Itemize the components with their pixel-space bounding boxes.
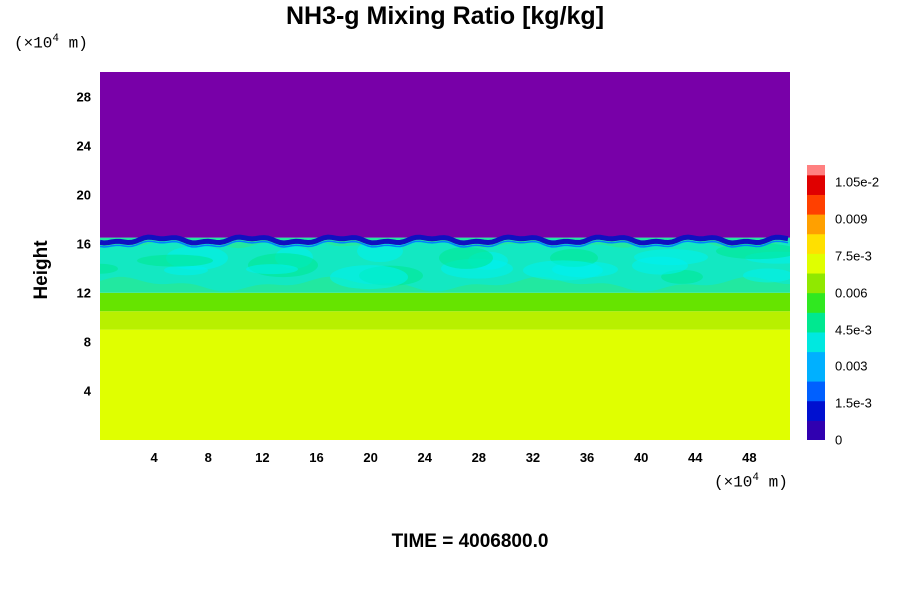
inversion-edge — [100, 234, 789, 246]
colorbar-swatch — [807, 204, 825, 215]
colorbar-tick-label: 0.003 — [835, 358, 868, 374]
x-axis-unit: (×104 m) — [714, 472, 788, 492]
colorbar-swatch — [807, 390, 825, 402]
colorbar-swatch — [807, 312, 825, 323]
colorbar — [807, 165, 825, 441]
colorbar-tick-label: 0 — [835, 432, 843, 448]
turbulent-patch — [632, 256, 688, 275]
colorbar-swatch — [807, 430, 825, 441]
colorbar-swatch — [807, 214, 825, 225]
x-tick-label: 20 — [363, 450, 378, 465]
colorbar-swatch — [807, 243, 825, 254]
colorbar-tick-label: 0.006 — [835, 285, 868, 301]
y-tick-label: 24 — [76, 138, 91, 154]
turbulent-patch — [100, 263, 118, 274]
y-axis-label: Height — [31, 240, 52, 300]
turbulent-patch — [137, 254, 213, 267]
colorbar-gradient — [807, 165, 825, 441]
x-tick-label: 4 — [150, 450, 158, 465]
field-layer — [100, 292, 790, 312]
colorbar-swatch — [807, 351, 825, 362]
colorbar-swatch — [807, 174, 825, 186]
heatmap-field — [100, 72, 790, 440]
inversion-edge-inner — [100, 240, 789, 248]
field-layer — [100, 329, 790, 440]
colorbar-swatch — [807, 410, 825, 421]
y-tick-label: 28 — [76, 89, 91, 105]
colorbar-swatch — [807, 400, 825, 412]
heatmap-plot-area — [100, 72, 790, 440]
turbulent-patch — [330, 265, 408, 290]
x-tick-label: 48 — [742, 450, 757, 465]
colorbar-tick-label: 1.5e-3 — [835, 395, 872, 411]
x-tick-label: 44 — [688, 450, 703, 465]
colorbar-swatch — [807, 322, 825, 333]
x-tick-label: 12 — [255, 450, 270, 465]
x-tick-label: 24 — [417, 450, 432, 465]
colorbar-swatch — [807, 292, 825, 303]
turbulent-patch — [439, 246, 493, 269]
x-tick-label: 28 — [471, 450, 487, 465]
colorbar-swatch — [807, 331, 825, 343]
y-axis-unit: (×104 m) — [14, 33, 88, 53]
colorbar-swatch — [807, 381, 825, 392]
turbulent-patch — [523, 260, 603, 281]
field-layer — [100, 311, 790, 330]
colorbar-tick-label: 1.05e-2 — [835, 174, 880, 190]
colorbar-swatch — [807, 233, 825, 245]
chart-title: NH3-g Mixing Ratio [kg/kg] — [285, 2, 605, 30]
time-label: TIME = 4006800.0 — [391, 531, 549, 552]
x-tick-label: 8 — [204, 450, 212, 465]
colorbar-swatch — [807, 302, 825, 313]
colorbar-swatch — [807, 253, 825, 264]
colorbar-tick-label: 0.009 — [835, 211, 868, 227]
turbulent-patch — [246, 264, 298, 275]
colorbar-swatch — [807, 263, 825, 274]
colorbar-swatch — [807, 282, 825, 294]
colorbar-swatch — [807, 273, 825, 284]
y-tick-label: 16 — [76, 236, 91, 252]
colorbar-swatch — [807, 371, 825, 382]
colorbar-swatch — [807, 194, 825, 205]
x-tick-label: 16 — [309, 450, 324, 465]
colorbar-swatch — [807, 361, 825, 372]
colorbar-swatch — [807, 223, 825, 235]
colorbar-swatch — [807, 341, 825, 353]
colorbar-tick-label: 7.5e-3 — [835, 248, 872, 264]
x-tick-label: 32 — [525, 450, 541, 465]
turbulent-patch — [164, 265, 208, 276]
colorbar-swatch — [807, 165, 825, 176]
y-tick-label: 8 — [83, 334, 91, 350]
x-tick-label: 40 — [633, 450, 649, 465]
y-tick-label: 12 — [76, 285, 91, 301]
y-tick-label: 4 — [83, 383, 91, 399]
turbulent-patch — [743, 268, 790, 283]
colorbar-tick-label: 4.5e-3 — [835, 322, 872, 337]
colorbar-swatch — [807, 420, 825, 431]
y-tick-label: 20 — [76, 187, 91, 203]
field-layer — [100, 72, 790, 238]
colorbar-swatch — [807, 184, 825, 195]
x-tick-label: 36 — [579, 450, 595, 465]
